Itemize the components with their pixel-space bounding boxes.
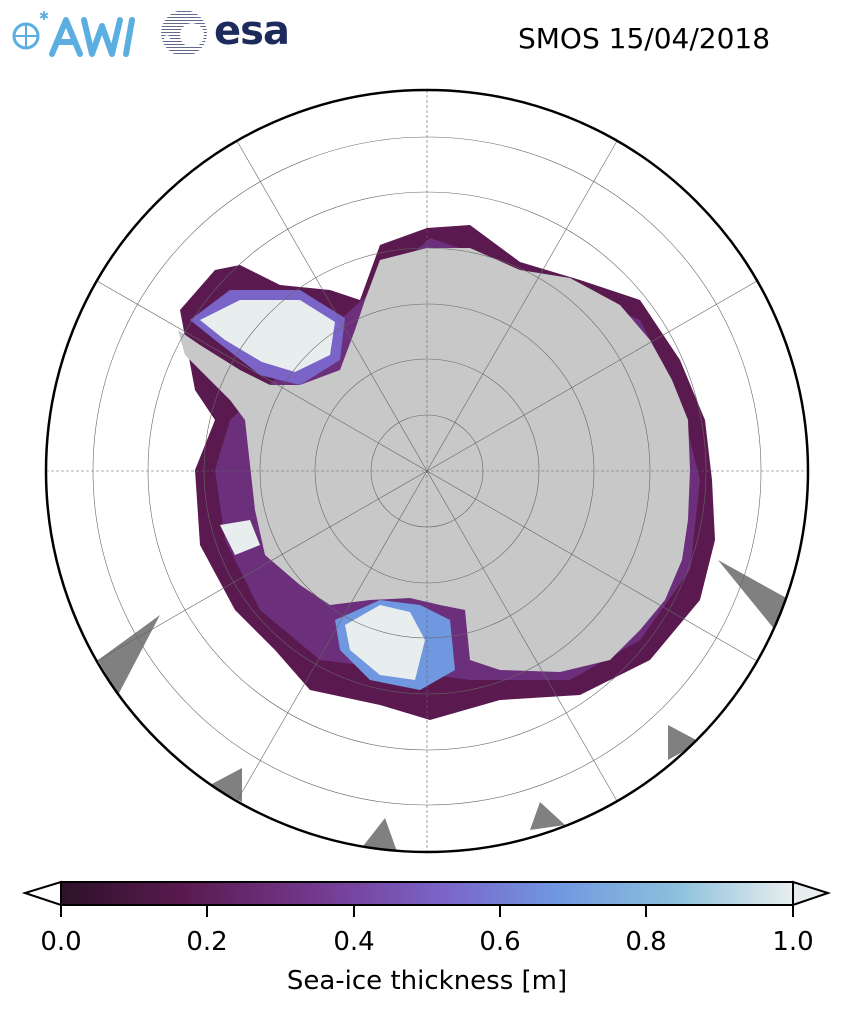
- antarctica-land: [178, 248, 690, 672]
- colorbar: [21, 880, 832, 917]
- colorbar-tick-label: 0.6: [479, 927, 521, 957]
- colorbar-tick-label: 0.8: [625, 927, 667, 957]
- colorbar-gradient: [60, 881, 794, 906]
- colorbar-tick-label: 1.0: [772, 927, 814, 957]
- colorbar-extend-min: [21, 880, 62, 907]
- awi-logo: ✱: [8, 8, 148, 62]
- colorbar-extend-max: [792, 880, 832, 907]
- svg-text:✱: ✱: [39, 9, 49, 23]
- esa-logo: [158, 8, 214, 62]
- colorbar-tick-label: 0.2: [186, 927, 228, 957]
- page-title: SMOS 15/04/2018: [518, 22, 771, 55]
- colorbar-title: Sea-ice thickness [m]: [286, 966, 568, 996]
- colorbar-tick-label: 0.4: [333, 927, 375, 957]
- graticule: [46, 90, 808, 852]
- colorbar-tick-label: 0.0: [40, 927, 82, 957]
- esa-logo-text: esa: [214, 8, 290, 54]
- map-boundary: [44, 88, 810, 854]
